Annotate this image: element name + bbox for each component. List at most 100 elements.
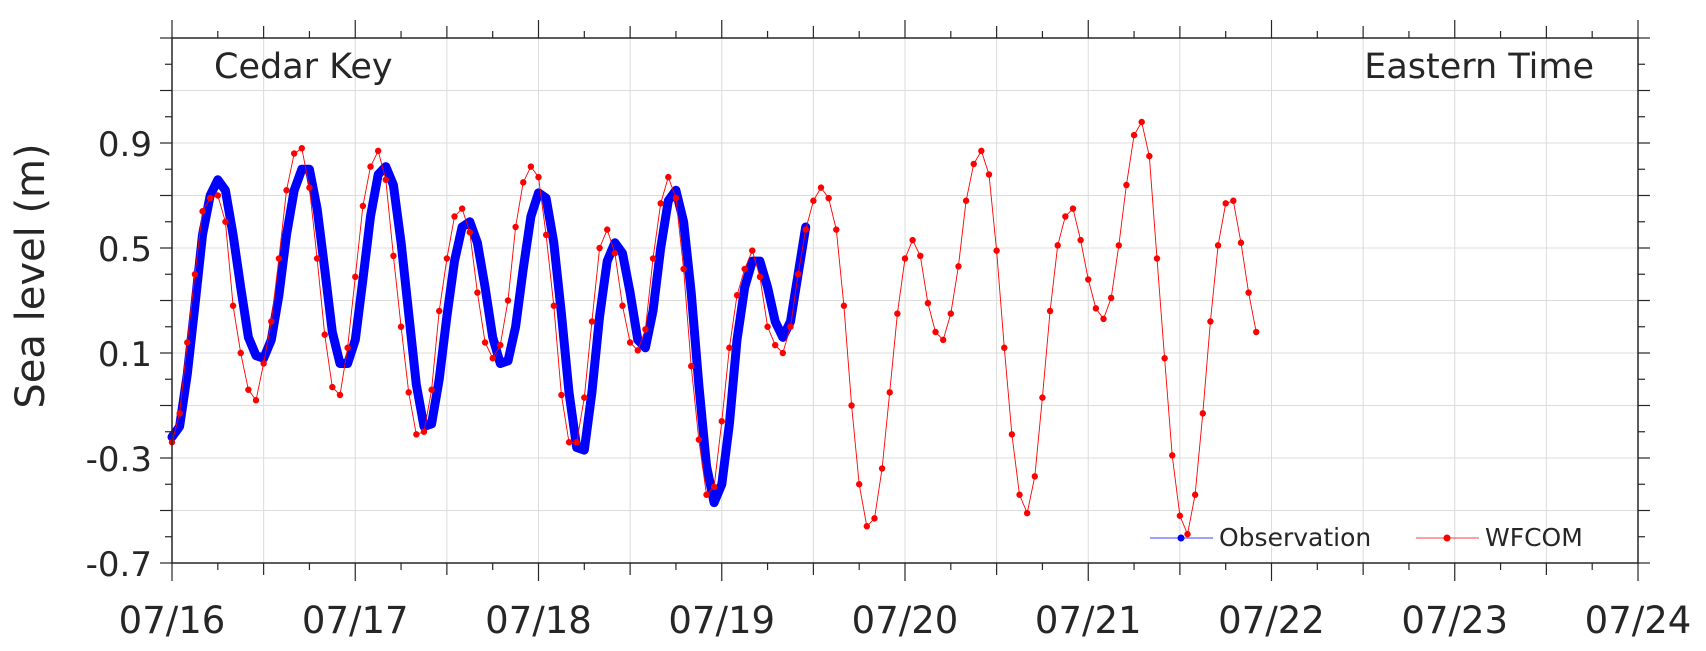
observation-point bbox=[175, 422, 184, 431]
wfcom-point bbox=[268, 318, 275, 325]
wfcom-point bbox=[1237, 239, 1245, 246]
wfcom-point bbox=[313, 255, 321, 262]
wfcom-point bbox=[939, 336, 947, 344]
observation-point bbox=[305, 165, 314, 174]
wfcom-point bbox=[1146, 152, 1153, 160]
wfcom-point bbox=[703, 491, 710, 498]
wfcom-point bbox=[1069, 205, 1077, 212]
observation-point bbox=[190, 301, 199, 310]
observation-point bbox=[198, 230, 207, 239]
observation-point bbox=[496, 359, 505, 368]
observation-point bbox=[328, 328, 337, 336]
wfcom-point bbox=[458, 205, 466, 212]
wfcom-point bbox=[665, 173, 672, 181]
observation-point bbox=[251, 351, 260, 360]
y-tick-label: 0.9 bbox=[98, 125, 152, 165]
observation-point bbox=[610, 238, 619, 247]
observation-point bbox=[427, 419, 436, 428]
wfcom-point bbox=[1077, 236, 1084, 244]
observation-point bbox=[374, 170, 383, 179]
wfcom-point bbox=[512, 223, 519, 231]
observation-line bbox=[167, 162, 811, 508]
observation-point bbox=[687, 288, 696, 297]
wfcom-point bbox=[619, 302, 626, 309]
observation-point bbox=[526, 212, 535, 221]
x-tick-label: 07/17 bbox=[302, 599, 409, 642]
wfcom-point bbox=[481, 339, 489, 346]
observation-point bbox=[465, 217, 474, 226]
wfcom-point bbox=[191, 271, 199, 278]
observation-point bbox=[641, 343, 650, 352]
wfcom-point bbox=[329, 383, 336, 391]
observation-point bbox=[389, 181, 398, 189]
station-label: Cedar Key bbox=[214, 47, 393, 87]
x-tick-label: 07/20 bbox=[852, 599, 959, 642]
wfcom-point bbox=[336, 391, 344, 399]
observation-point bbox=[778, 333, 787, 342]
wfcom-point bbox=[680, 265, 687, 273]
wfcom-point bbox=[489, 355, 496, 362]
wfcom-point bbox=[252, 397, 260, 404]
wfcom-point bbox=[283, 187, 290, 194]
wfcom-point bbox=[565, 439, 573, 446]
observation-point bbox=[557, 309, 566, 318]
observation-point bbox=[503, 356, 512, 365]
wfcom-point bbox=[855, 481, 863, 488]
observation-point bbox=[450, 257, 459, 266]
observation-point bbox=[366, 212, 375, 221]
y-tick-label: 0.5 bbox=[98, 230, 152, 270]
wfcom-point bbox=[688, 362, 695, 370]
x-tick-label: 07/19 bbox=[668, 599, 775, 642]
wfcom-point bbox=[833, 226, 840, 233]
observation-point bbox=[213, 175, 222, 184]
observation-point bbox=[320, 265, 329, 273]
time-zone-label: Eastern Time bbox=[1364, 47, 1594, 87]
wfcom-point bbox=[245, 386, 252, 393]
wfcom-point bbox=[359, 202, 367, 210]
observation-point bbox=[511, 322, 520, 331]
wfcom-point bbox=[733, 292, 741, 299]
wfcom-point bbox=[1008, 431, 1016, 438]
wfcom-point bbox=[206, 194, 214, 202]
wfcom-point bbox=[588, 318, 596, 325]
wfcom-point bbox=[817, 184, 825, 191]
wfcom-point bbox=[397, 323, 405, 330]
wfcom-point bbox=[306, 184, 313, 191]
wfcom-point bbox=[1100, 315, 1107, 323]
series-layer bbox=[167, 118, 1260, 538]
wfcom-point bbox=[626, 339, 634, 346]
wfcom-point bbox=[840, 302, 848, 309]
x-tick-label: 07/22 bbox=[1218, 599, 1325, 642]
wfcom-point bbox=[367, 163, 374, 170]
y-tick-label: -0.7 bbox=[86, 545, 152, 585]
observation-point bbox=[656, 244, 665, 252]
observation-point bbox=[488, 333, 497, 342]
observation-point bbox=[183, 370, 192, 378]
wfcom-point bbox=[504, 297, 512, 304]
observation-point bbox=[481, 283, 490, 292]
wfcom-point bbox=[672, 194, 680, 202]
wfcom-point bbox=[558, 391, 565, 399]
observation-point bbox=[748, 257, 757, 266]
wfcom-point bbox=[634, 347, 641, 354]
wfcom-point bbox=[466, 229, 473, 236]
wfcom-point bbox=[779, 349, 787, 357]
x-tick-labels: 07/16 07/17 07/18 07/19 07/20 07/21 07/22 07/23… bbox=[119, 599, 1692, 642]
wfcom-point bbox=[718, 418, 725, 425]
wfcom-point bbox=[1169, 452, 1176, 459]
y-tick-labels: -0.7 -0.3 0.1 0.5 0.9 bbox=[86, 125, 152, 585]
wfcom-point bbox=[924, 299, 932, 307]
observation-point bbox=[473, 238, 482, 247]
wfcom-point bbox=[657, 200, 664, 207]
wfcom-point bbox=[710, 483, 718, 491]
x-tick-label: 07/16 bbox=[119, 599, 226, 642]
wfcom-point bbox=[871, 515, 878, 522]
wfcom-point bbox=[229, 302, 237, 309]
observation-point bbox=[358, 275, 367, 284]
wfcom-point bbox=[275, 255, 283, 262]
wfcom-point bbox=[749, 247, 756, 254]
wfcom-point bbox=[1191, 491, 1199, 498]
wfcom-point bbox=[1062, 213, 1069, 220]
wfcom-point bbox=[344, 344, 351, 351]
observation-point bbox=[679, 217, 688, 226]
